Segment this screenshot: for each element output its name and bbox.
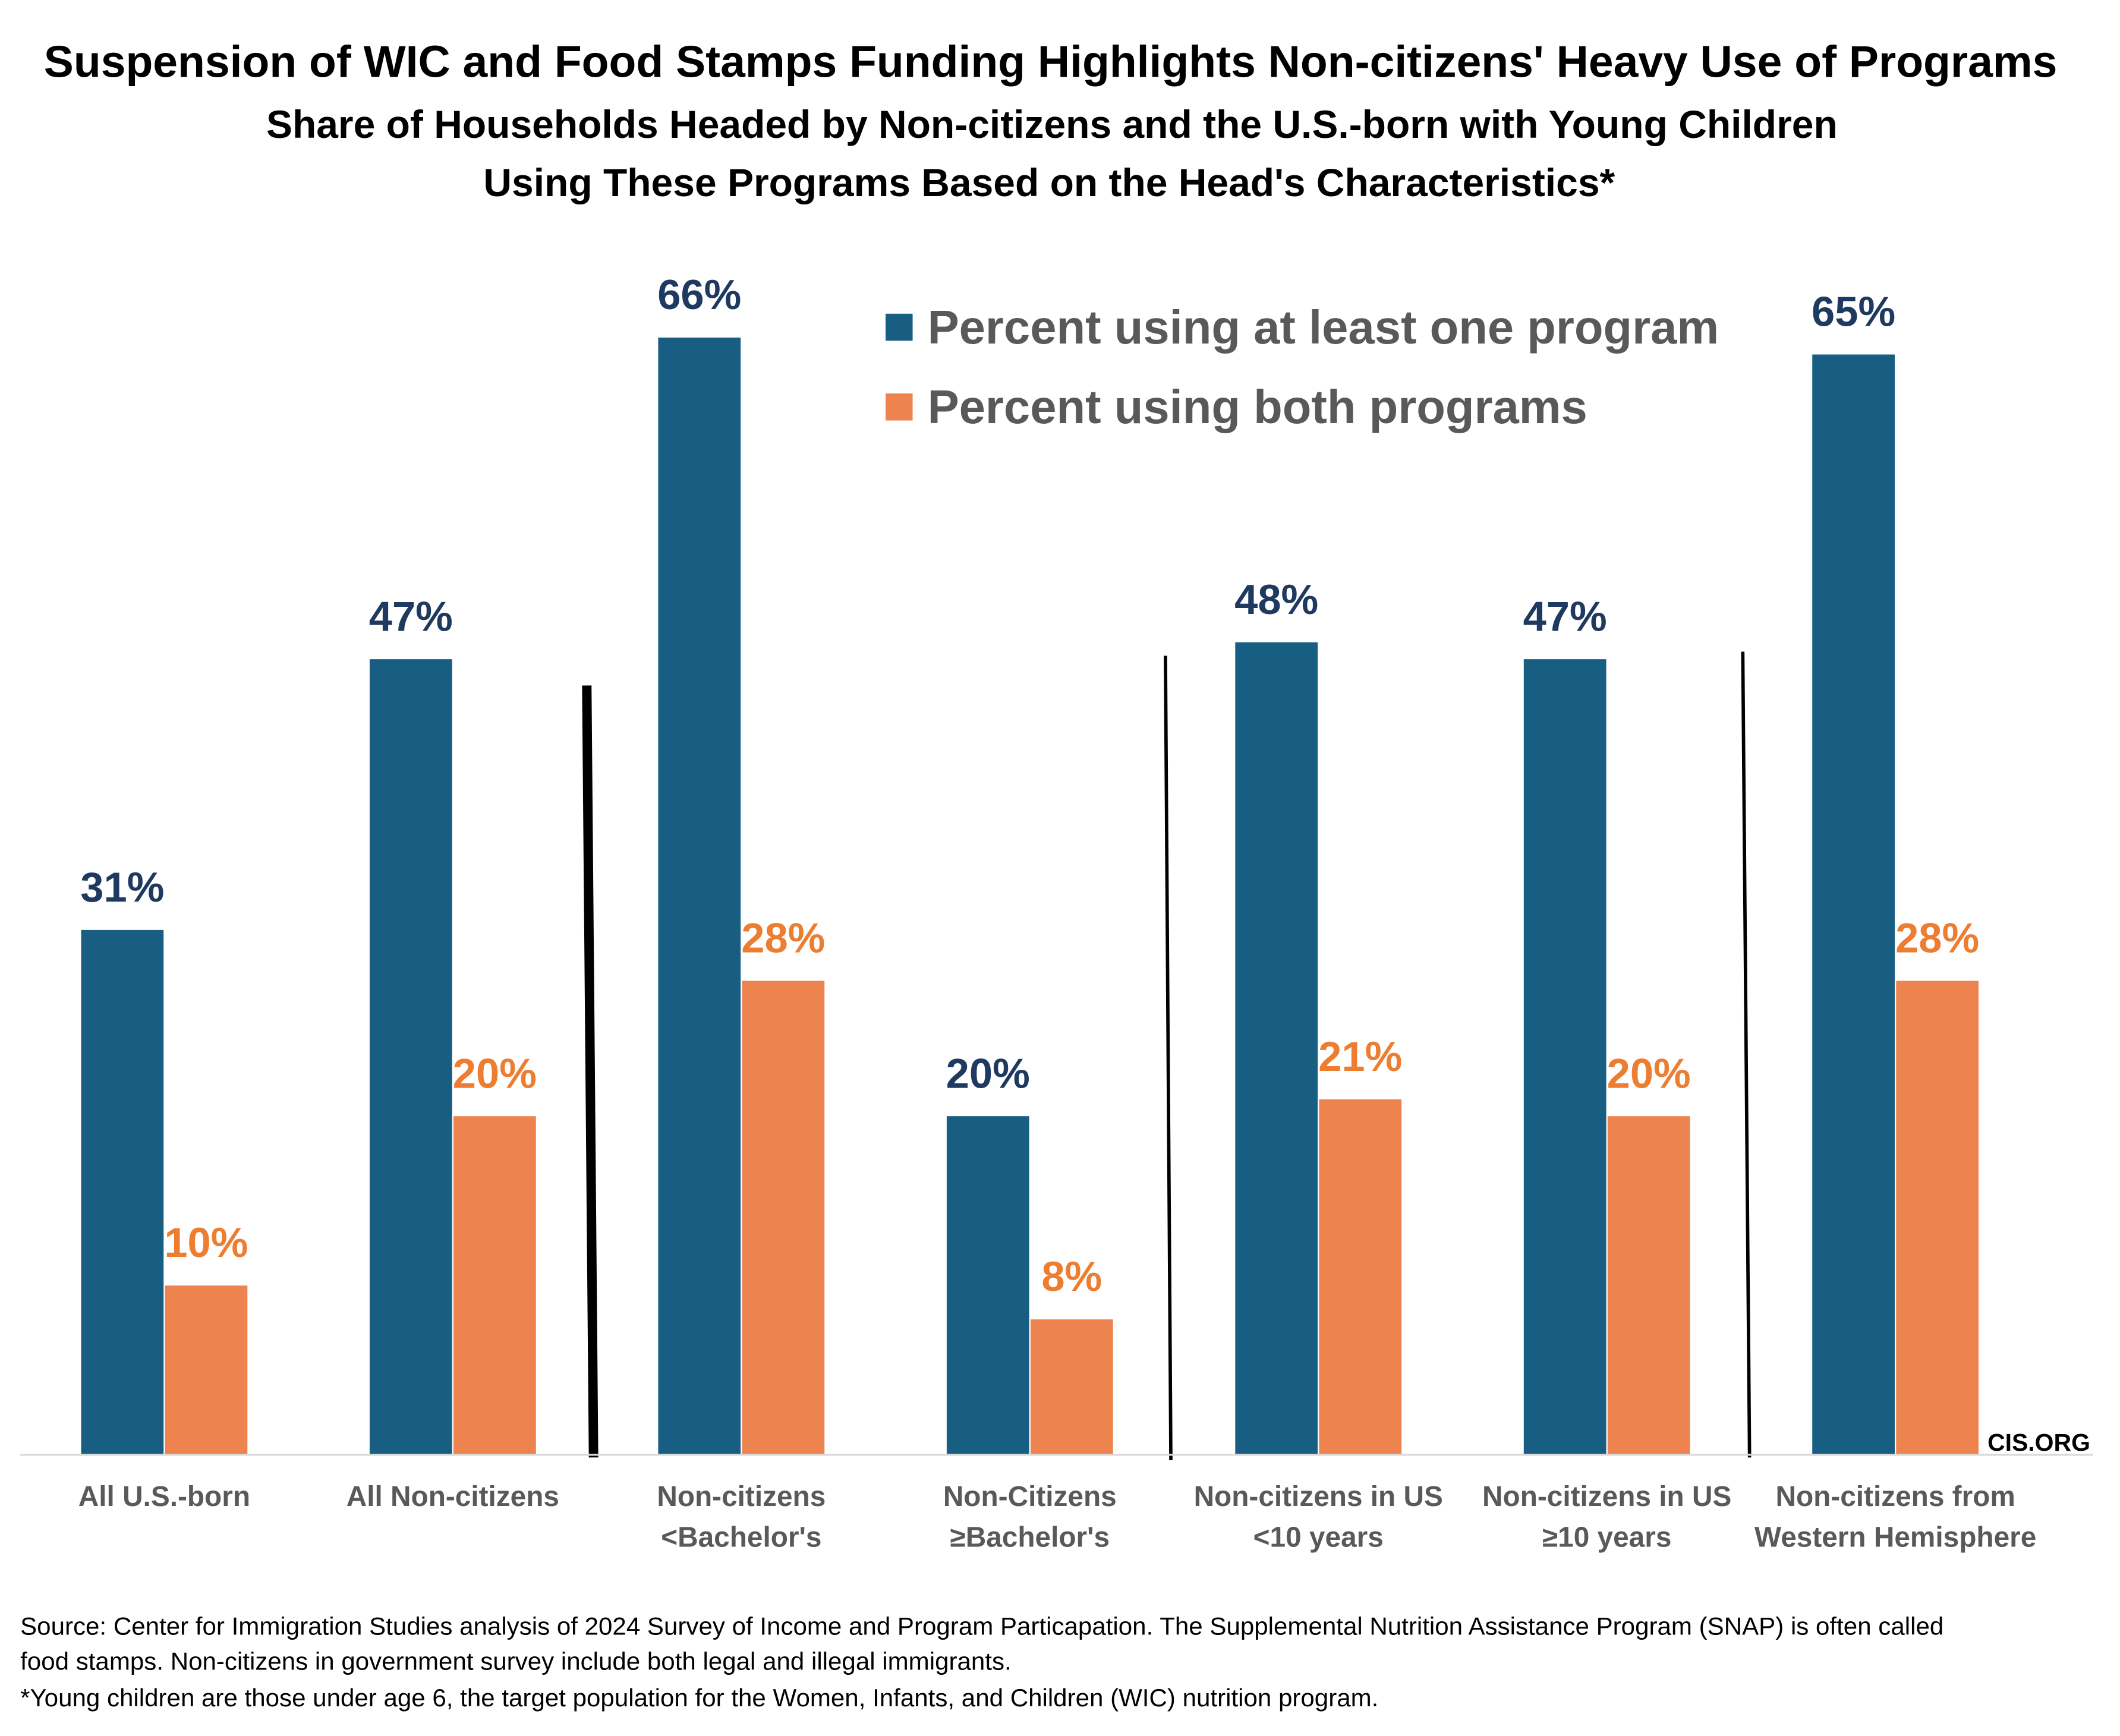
- category-label: All Non-citizens: [346, 1481, 559, 1513]
- category-label: <10 years: [1253, 1521, 1384, 1553]
- legend-swatch-series-2: [886, 393, 913, 421]
- data-label: 65%: [1812, 288, 1895, 335]
- category-label: ≥Bachelor's: [950, 1521, 1110, 1553]
- watermark: CIS.ORG: [1987, 1429, 2090, 1456]
- category-label: Non-citizens: [657, 1481, 826, 1513]
- data-label: 21%: [1318, 1033, 1402, 1080]
- data-label: 47%: [1523, 593, 1607, 639]
- chart-subtitle-line-2: Using These Programs Based on the Head's…: [483, 160, 1615, 204]
- category-labels: All U.S.-born All Non-citizens Non-citizen…: [78, 1481, 2037, 1553]
- group-separators: [582, 651, 1752, 1460]
- group-separator-2: [1164, 656, 1173, 1460]
- bar-series-1-cat-1: [81, 930, 164, 1455]
- bars-layer: 31% 10% 47% 20% 66% 28% 20% 8% 48% 21% 47% 20% 65% 28…: [80, 271, 1979, 1455]
- category-label: Western Hemisphere: [1754, 1521, 2036, 1553]
- category-label: Non-citizens from: [1775, 1481, 2015, 1513]
- bar-series-2-cat-2: [453, 1116, 536, 1455]
- chart-subtitle-line-1: Share of Households Headed by Non-citize…: [266, 102, 1838, 146]
- bar-series-1-cat-7: [1812, 354, 1895, 1455]
- data-label: 66%: [657, 271, 741, 318]
- legend-label-series-2: Percent using both programs: [928, 380, 1587, 433]
- footnote-line-3: *Young children are those under age 6, t…: [20, 1684, 1378, 1712]
- bar-series-1-cat-2: [369, 659, 452, 1455]
- data-label: 10%: [164, 1219, 248, 1266]
- bar-series-1-cat-5: [1235, 642, 1318, 1455]
- category-label: Non-Citizens: [943, 1481, 1117, 1513]
- group-separator-3: [1741, 651, 1752, 1458]
- bar-series-2-cat-5: [1319, 1099, 1402, 1455]
- data-label: 31%: [80, 864, 164, 910]
- bar-series-1-cat-6: [1523, 659, 1606, 1455]
- category-label: All U.S.-born: [78, 1481, 250, 1513]
- data-label: 8%: [1041, 1253, 1102, 1300]
- category-label: Non-citizens in US: [1194, 1481, 1443, 1513]
- bar-series-2-cat-4: [1030, 1319, 1113, 1455]
- bar-series-1-cat-3: [658, 338, 741, 1455]
- category-label: ≥10 years: [1542, 1521, 1671, 1553]
- bar-series-2-cat-7: [1896, 981, 1979, 1455]
- footnote-line-2: food stamps. Non-citizens in government …: [20, 1647, 1012, 1675]
- data-label: 20%: [1607, 1050, 1691, 1097]
- data-label: 20%: [453, 1050, 537, 1097]
- bar-series-2-cat-6: [1607, 1116, 1690, 1455]
- data-label: 48%: [1234, 576, 1318, 623]
- data-label: 28%: [741, 915, 825, 962]
- legend-swatch-series-1: [886, 313, 913, 341]
- legend-label-series-1: Percent using at least one program: [928, 301, 1719, 354]
- category-label: <Bachelor's: [661, 1521, 821, 1553]
- footnote-line-1: Source: Center for Immigration Studies a…: [20, 1612, 1943, 1640]
- group-separator-1: [582, 685, 598, 1458]
- data-label: 20%: [946, 1050, 1030, 1097]
- category-label: Non-citizens in US: [1482, 1481, 1731, 1513]
- legend: Percent using at least one program Perce…: [886, 301, 1719, 433]
- chart-title: Suspension of WIC and Food Stamps Fundin…: [44, 37, 2058, 87]
- bar-series-2-cat-3: [742, 981, 825, 1455]
- bar-series-1-cat-4: [946, 1116, 1029, 1455]
- data-label: 47%: [369, 593, 453, 639]
- bar-series-2-cat-1: [165, 1285, 248, 1455]
- data-label: 28%: [1895, 915, 1979, 962]
